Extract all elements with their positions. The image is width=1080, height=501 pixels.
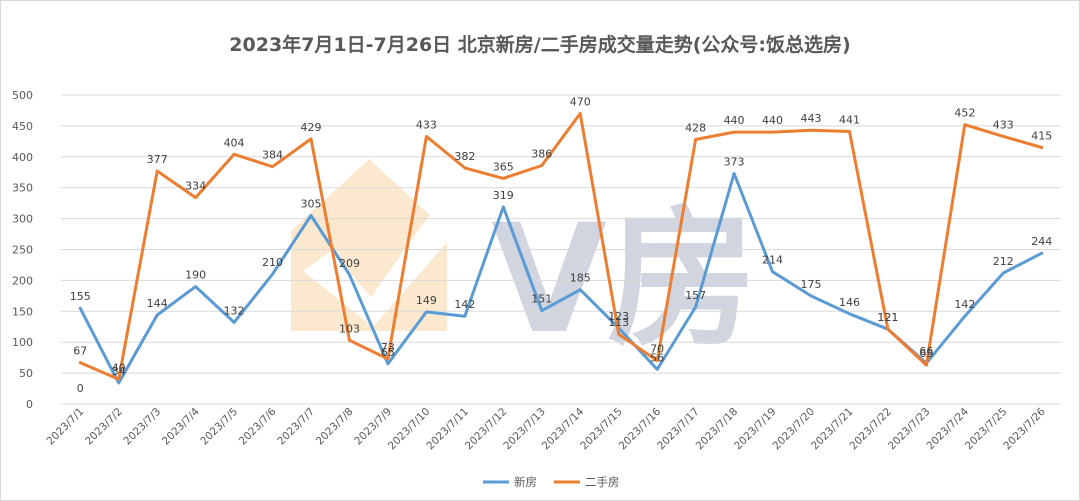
data-label: 73: [381, 341, 395, 354]
data-label: 190: [185, 269, 206, 282]
data-label: 149: [416, 294, 437, 307]
data-label: 443: [801, 112, 822, 125]
data-label: 433: [416, 118, 437, 131]
data-label: 34: [112, 365, 126, 378]
annotation-label: 0: [77, 382, 84, 395]
data-label: 429: [301, 121, 322, 134]
legend-label: 二手房: [585, 475, 620, 489]
data-label: 334: [185, 180, 206, 193]
annotations: 0: [77, 382, 84, 395]
data-label: 151: [531, 293, 552, 306]
data-label: 382: [454, 150, 475, 163]
y-tick-label: 100: [12, 336, 33, 349]
data-label: 428: [685, 121, 706, 134]
data-label: 373: [724, 155, 745, 168]
data-label: 157: [685, 289, 706, 302]
data-label: 63: [919, 347, 933, 360]
data-label: 433: [993, 118, 1014, 131]
x-tick-label: 2023/7/4: [160, 405, 202, 447]
data-label: 440: [724, 114, 745, 127]
data-label: 67: [73, 345, 87, 358]
data-label: 377: [147, 153, 168, 166]
x-tick-label: 2023/7/2: [83, 406, 125, 448]
legend-label: 新房: [514, 475, 537, 489]
y-tick-label: 250: [12, 244, 33, 257]
series-line-resale: [78, 112, 1044, 381]
data-label: 404: [224, 136, 245, 149]
y-axis: 0 50 100 150 200 250 300 350 400 450 500: [12, 89, 33, 411]
chart-title: 2023年7月1日-7月26日 北京新房/二手房成交量走势(公众号:饭总选房): [229, 33, 850, 56]
data-label: 65: [381, 346, 395, 359]
data-label: 386: [531, 147, 552, 160]
data-label: 470: [570, 96, 591, 109]
data-label: 185: [570, 272, 591, 285]
data-label: 103: [339, 322, 360, 335]
x-tick-label: 2023/7/6: [237, 405, 279, 447]
data-labels: 155 34 144 190 132 210 305 209 65 149 142 319 151 185…: [70, 96, 1053, 378]
data-label: 142: [954, 298, 975, 311]
x-tick-label: 2023/7/3: [121, 406, 163, 448]
data-label: 66: [919, 345, 933, 358]
data-label: 209: [339, 257, 360, 270]
x-axis: 2023/7/12023/7/22023/7/32023/7/42023/7/5…: [45, 405, 1049, 452]
y-tick-label: 450: [12, 120, 33, 133]
series-lines: [78, 112, 1044, 385]
data-label: 214: [762, 254, 783, 267]
data-label: 415: [1031, 130, 1052, 143]
x-tick-label: 2023/7/7: [275, 406, 317, 448]
data-label: 40: [112, 361, 126, 374]
x-tick-label: 2023/7/8: [314, 406, 356, 448]
data-label: 146: [839, 296, 860, 309]
data-label: 70: [650, 343, 664, 356]
y-tick-label: 500: [12, 89, 33, 102]
data-label: 452: [954, 107, 975, 120]
data-label: 212: [993, 255, 1014, 268]
gridlines: [61, 94, 1061, 405]
y-tick-label: 150: [12, 305, 33, 318]
data-label: 210: [262, 256, 283, 269]
data-label: 121: [877, 311, 898, 324]
x-tick-label: 2023/7/1: [45, 406, 87, 448]
y-tick-label: 0: [26, 398, 33, 411]
data-label: 384: [262, 149, 283, 162]
y-tick-label: 50: [19, 367, 33, 380]
data-label: 56: [650, 351, 664, 364]
y-tick-label: 300: [12, 213, 33, 226]
y-tick-label: 200: [12, 274, 33, 287]
y-tick-label: 400: [12, 151, 33, 164]
data-label: 365: [493, 160, 514, 173]
data-label: 175: [801, 278, 822, 291]
x-tick-label: 2023/7/26: [1001, 405, 1048, 452]
data-label: 319: [493, 189, 514, 202]
series-line-new-home: [78, 172, 1044, 385]
data-label: 121: [877, 311, 898, 324]
x-tick-label: 2023/7/5: [198, 406, 240, 448]
data-label: 144: [147, 297, 168, 310]
data-label: 155: [70, 290, 91, 303]
data-label: 132: [224, 304, 245, 317]
legend: 新房 二手房: [483, 475, 620, 489]
data-label: 142: [454, 298, 475, 311]
data-label: 441: [839, 113, 860, 126]
data-label: 244: [1031, 235, 1052, 248]
data-label: 123: [608, 310, 629, 323]
data-label: 440: [762, 114, 783, 127]
data-label: 113: [608, 316, 629, 329]
data-label: 305: [301, 198, 322, 211]
y-tick-label: 350: [12, 182, 33, 195]
